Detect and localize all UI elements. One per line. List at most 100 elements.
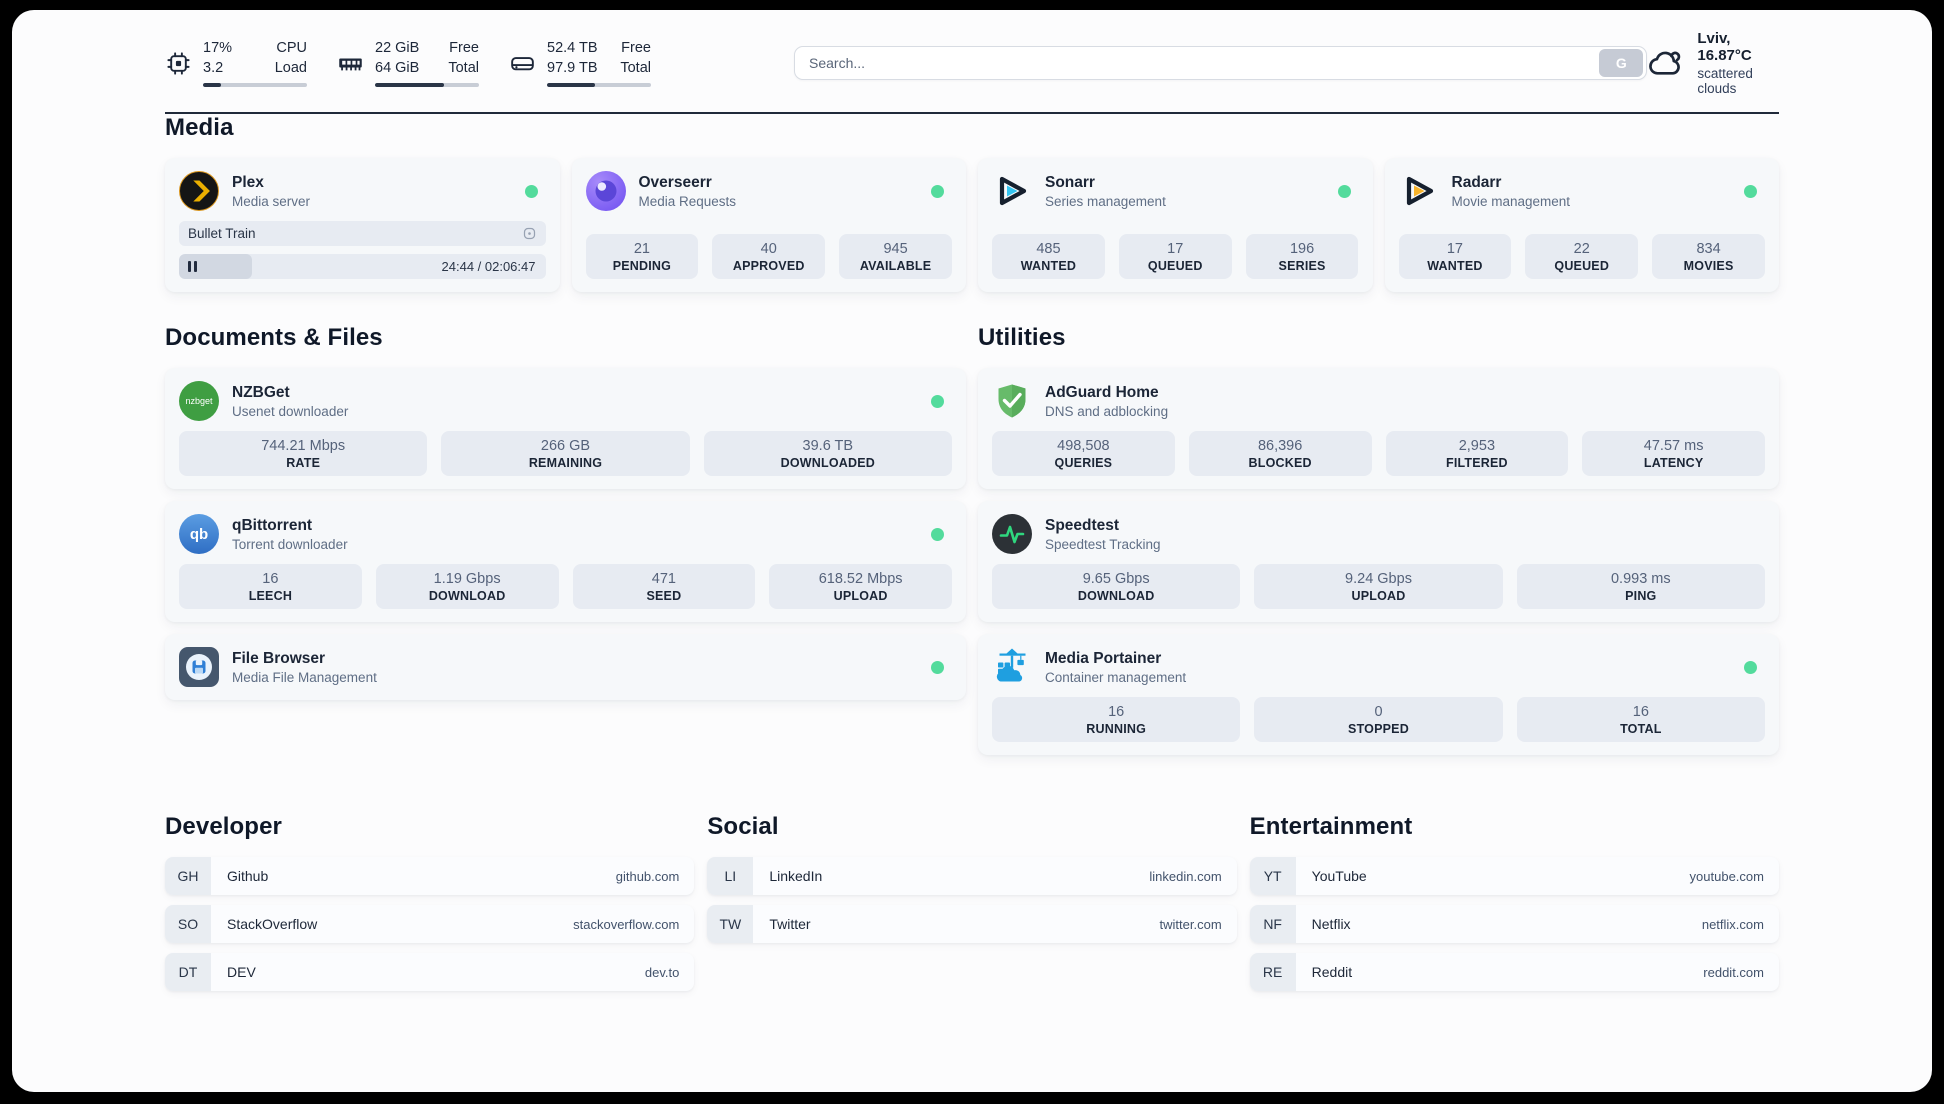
bookmark-url: stackoverflow.com <box>573 916 680 932</box>
search-input[interactable] <box>795 55 1600 71</box>
stat-value: 9.24 Gbps <box>1345 571 1412 587</box>
stat-tile: 618.52 Mbps UPLOAD <box>769 564 952 609</box>
stat-value: 17 <box>1446 241 1463 257</box>
bookmark-name: Reddit <box>1311 964 1353 980</box>
app-card-radarr: Radarr Movie management 17 WANTED 22 QU <box>1384 158 1779 292</box>
disk-widget: 52.4 TB 97.9 TB Free Total <box>509 39 651 87</box>
bookmark-abbr: TW <box>707 905 754 943</box>
disk-free-value: 52.4 TB <box>547 40 598 57</box>
bookmark-group-developer: Developer GH Github github.com SO StackO… <box>165 813 695 991</box>
stat-label: AVAILABLE <box>859 259 932 273</box>
status-dot <box>931 527 944 541</box>
pause-icon[interactable] <box>188 254 197 279</box>
stat-label: QUEUED <box>1147 259 1203 273</box>
disk-total-label: Total <box>620 59 651 76</box>
stat-tile: 0.993 ms PING <box>1516 564 1765 609</box>
bookmark-name: LinkedIn <box>769 868 823 884</box>
app-link-portainer[interactable]: Media Portainer Container management <box>992 647 1186 687</box>
speedtest-icon <box>992 514 1032 554</box>
player-progress-bar[interactable]: 24:44 / 02:06:47 <box>179 254 546 279</box>
cpu-loadavg-label: Load <box>274 59 307 76</box>
search-provider-button[interactable]: G <box>1599 49 1644 77</box>
bookmark-group-entertainment: Entertainment YT YouTube youtube.com NF … <box>1249 813 1779 991</box>
stat-value: 16 <box>1108 704 1125 720</box>
bookmark-group-social: Social LI LinkedIn linkedin.com TW Twitt… <box>707 813 1237 943</box>
qbittorrent-icon-text: qb <box>189 525 209 543</box>
app-subtitle: Torrent downloader <box>232 536 348 552</box>
app-link-sonarr[interactable]: Sonarr Series management <box>992 171 1166 211</box>
bookmark-abbr: GH <box>165 857 211 895</box>
bookmark-link[interactable]: TW Twitter twitter.com <box>707 905 1237 943</box>
stats-row: 17 WANTED 22 QUEUED 834 MOVIES <box>1398 234 1766 279</box>
app-card-adguard: AdGuard Home DNS and adblocking 498,508 … <box>978 368 1779 489</box>
memory-total-label: Total <box>448 59 479 76</box>
stat-tile: 16 LEECH <box>179 564 362 609</box>
bookmark-link[interactable]: RE Reddit reddit.com <box>1249 953 1779 991</box>
now-playing-row: Bullet Train <box>179 221 546 246</box>
weather-location-temp: Lviv, 16.87°C <box>1697 30 1752 64</box>
stat-label: UPLOAD <box>833 589 888 603</box>
app-link-radarr[interactable]: Radarr Movie management <box>1399 171 1570 211</box>
section-title-utilities: Utilities <box>978 324 1066 351</box>
stat-value: 0 <box>1374 704 1383 720</box>
stat-value: 744.21 Mbps <box>261 438 346 454</box>
stat-label: RATE <box>286 456 321 470</box>
stat-tile: 834 MOVIES <box>1652 234 1765 279</box>
bookmark-link[interactable]: SO StackOverflow stackoverflow.com <box>165 905 695 943</box>
bookmark-link[interactable]: LI LinkedIn linkedin.com <box>707 857 1237 895</box>
radarr-icon <box>1399 171 1439 211</box>
app-link-speedtest[interactable]: Speedtest Speedtest Tracking <box>992 514 1161 554</box>
app-link-adguard[interactable]: AdGuard Home DNS and adblocking <box>992 381 1168 421</box>
media-card-row: Plex Media server Bullet Train <box>165 158 1779 292</box>
app-card-sonarr: Sonarr Series management 485 WANTED 17 <box>978 158 1373 292</box>
memory-widget: 22 GiB 64 GiB Free Total <box>337 39 479 87</box>
stat-tile: 9.24 Gbps UPLOAD <box>1254 564 1503 609</box>
nzbget-icon-text: nzbget <box>185 396 213 406</box>
stat-label: UPLOAD <box>1351 589 1406 603</box>
bookmark-group-title: Social <box>707 813 779 840</box>
bookmark-abbr: SO <box>165 905 211 943</box>
stat-tile: 21 PENDING <box>585 234 699 279</box>
app-name: qBittorrent <box>232 517 313 535</box>
cpu-usage-label: CPU <box>276 40 307 57</box>
bookmark-link[interactable]: NF Netflix netflix.com <box>1249 905 1779 943</box>
app-subtitle: Series management <box>1045 193 1166 209</box>
bookmark-link[interactable]: DT DEV dev.to <box>165 953 695 991</box>
stat-tile: 16 RUNNING <box>992 697 1241 742</box>
stat-value: 9.65 Gbps <box>1082 571 1150 587</box>
bookmarks-area: Developer GH Github github.com SO StackO… <box>165 813 1779 991</box>
disk-icon <box>509 50 536 77</box>
app-link-plex[interactable]: Plex Media server <box>179 171 310 211</box>
stat-value: 618.52 Mbps <box>818 571 903 587</box>
dashboard: 17% 3.2 CPU Load <box>12 10 1932 1092</box>
stat-label: BLOCKED <box>1248 456 1312 470</box>
memory-free-label: Free <box>449 40 479 57</box>
stat-label: REMAINING <box>528 456 603 470</box>
app-link-qbittorrent[interactable]: qb qBittorrent Torrent downloader <box>179 514 348 554</box>
stat-value: 16 <box>1632 704 1649 720</box>
stat-value: 834 <box>1696 241 1721 257</box>
bookmark-name: YouTube <box>1311 868 1367 884</box>
bookmark-link[interactable]: GH Github github.com <box>165 857 695 895</box>
app-link-nzbget[interactable]: nzbget NZBGet Usenet downloader <box>179 381 348 421</box>
cloud-icon <box>1647 44 1685 82</box>
app-subtitle: Media Requests <box>638 193 737 209</box>
stats-row: 9.65 Gbps DOWNLOAD 9.24 Gbps UPLOAD 0.99… <box>992 564 1765 609</box>
disk-free-label: Free <box>621 40 651 57</box>
app-subtitle: Media server <box>232 193 311 209</box>
app-name: Speedtest <box>1045 517 1120 535</box>
app-link-overseerr[interactable]: Overseerr Media Requests <box>585 171 737 211</box>
qbittorrent-icon: qb <box>179 514 219 554</box>
stat-value: 16 <box>262 571 279 587</box>
app-name: NZBGet <box>232 384 290 402</box>
adguard-icon <box>992 381 1032 421</box>
bookmark-link[interactable]: YT YouTube youtube.com <box>1249 857 1779 895</box>
app-name: Media Portainer <box>1045 650 1162 668</box>
app-link-filebrowser[interactable]: File Browser Media File Management <box>179 647 377 687</box>
stat-tile: 39.6 TB DOWNLOADED <box>703 431 952 476</box>
sonarr-icon <box>992 171 1032 211</box>
stat-label: DOWNLOADED <box>780 456 875 470</box>
memory-progress-bar <box>375 82 479 87</box>
stats-row: 21 PENDING 40 APPROVED 945 AVAILABLE <box>585 234 953 279</box>
stat-value: 498,508 <box>1057 438 1110 454</box>
